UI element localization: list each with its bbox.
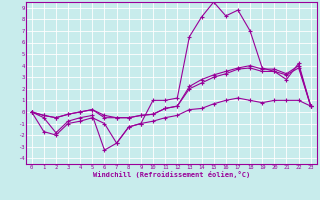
X-axis label: Windchill (Refroidissement éolien,°C): Windchill (Refroidissement éolien,°C) <box>92 171 250 178</box>
